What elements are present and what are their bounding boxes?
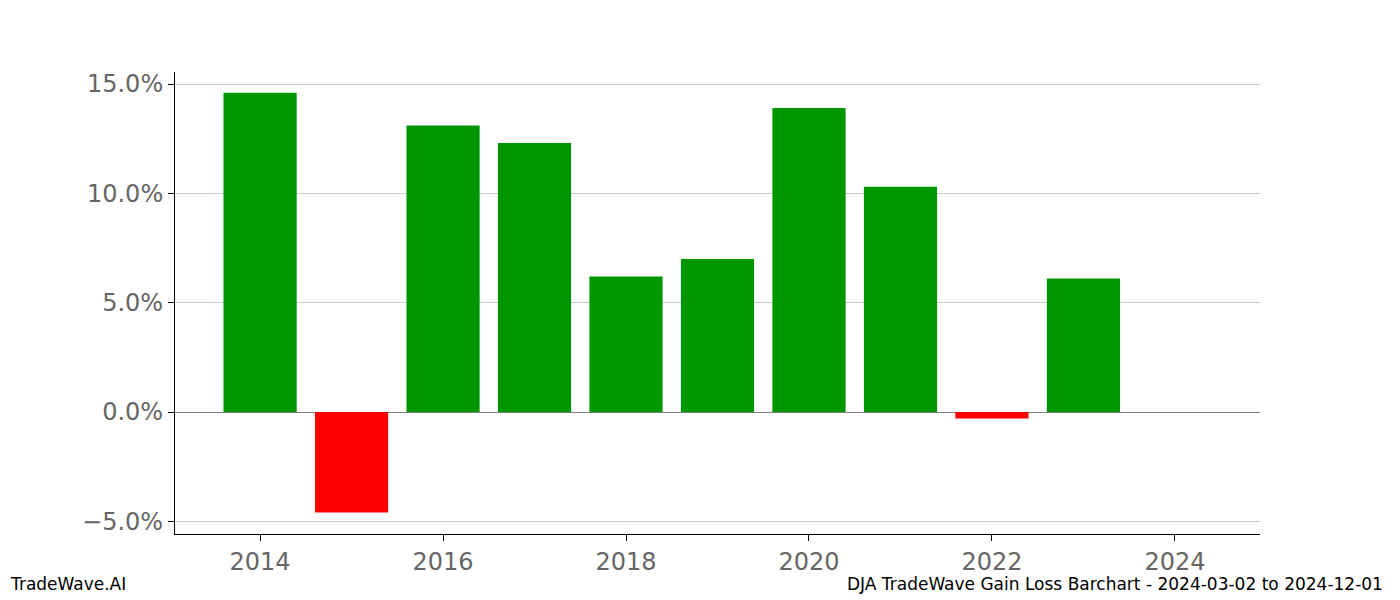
svg-text:DJA TradeWave Gain Loss Barcha: DJA TradeWave Gain Loss Barchart - 2024-… xyxy=(847,574,1383,594)
svg-text:2014: 2014 xyxy=(230,548,291,576)
svg-text:−5.0%: −5.0% xyxy=(82,508,163,536)
svg-text:5.0%: 5.0% xyxy=(102,289,163,317)
svg-text:10.0%: 10.0% xyxy=(87,180,163,208)
svg-text:2024: 2024 xyxy=(1144,548,1205,576)
svg-text:0.0%: 0.0% xyxy=(102,398,163,426)
svg-text:2016: 2016 xyxy=(413,548,474,576)
svg-text:2020: 2020 xyxy=(778,548,839,576)
svg-text:TradeWave.AI: TradeWave.AI xyxy=(10,574,126,594)
svg-text:2022: 2022 xyxy=(961,548,1022,576)
svg-text:2018: 2018 xyxy=(595,548,656,576)
svg-text:15.0%: 15.0% xyxy=(87,70,163,98)
